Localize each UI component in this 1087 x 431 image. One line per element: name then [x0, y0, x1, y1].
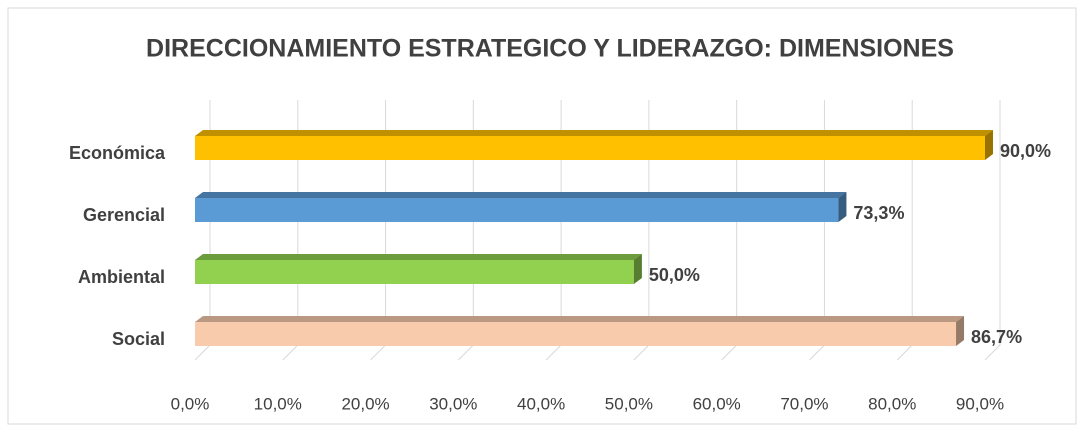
bar-side-shade — [838, 192, 847, 222]
bar-side-shade — [956, 316, 965, 346]
grid-line — [984, 100, 1001, 361]
data-label: 90,0% — [1000, 141, 1051, 161]
x-tick-label: 70,0% — [780, 394, 828, 413]
chart-title: DIRECCIONAMIENTO ESTRATEGICO Y LIDERAZGO… — [146, 35, 954, 63]
bar-side — [985, 130, 993, 160]
x-tick-label: 90,0% — [956, 394, 1004, 413]
x-tick-label: 10,0% — [254, 394, 302, 413]
x-tick-label: 30,0% — [429, 394, 477, 413]
bar — [195, 136, 985, 160]
y-tick-label: Económica — [69, 143, 166, 163]
y-tick-label: Social — [112, 329, 165, 349]
bar-top-shade — [195, 130, 993, 136]
data-label: 50,0% — [649, 265, 700, 285]
bar-side — [633, 254, 642, 284]
bar — [195, 198, 839, 222]
x-tick-label: 40,0% — [517, 394, 565, 413]
x-tick-label: 60,0% — [693, 394, 741, 413]
bar-side-shade — [985, 130, 993, 160]
bar-side-shade — [633, 254, 642, 284]
x-tick-label: 80,0% — [868, 394, 916, 413]
y-tick-label: Gerencial — [83, 205, 165, 225]
bar-top-shade — [195, 316, 965, 322]
bar-side — [838, 192, 847, 222]
bar-top — [195, 192, 847, 198]
x-tick-label: 0,0% — [171, 394, 210, 413]
bar-side — [956, 316, 965, 346]
bar — [195, 260, 634, 284]
bar-top-shade — [195, 192, 847, 198]
bar-top — [195, 130, 993, 136]
bar — [195, 322, 957, 346]
y-tick-label: Ambiental — [78, 267, 165, 287]
bar-top-shade — [195, 254, 642, 260]
bar-top — [195, 254, 642, 260]
x-tick-label: 50,0% — [605, 394, 653, 413]
bar-top — [195, 316, 965, 322]
data-label: 86,7% — [971, 327, 1022, 347]
data-label: 73,3% — [853, 203, 904, 223]
x-tick-label: 20,0% — [341, 394, 389, 413]
